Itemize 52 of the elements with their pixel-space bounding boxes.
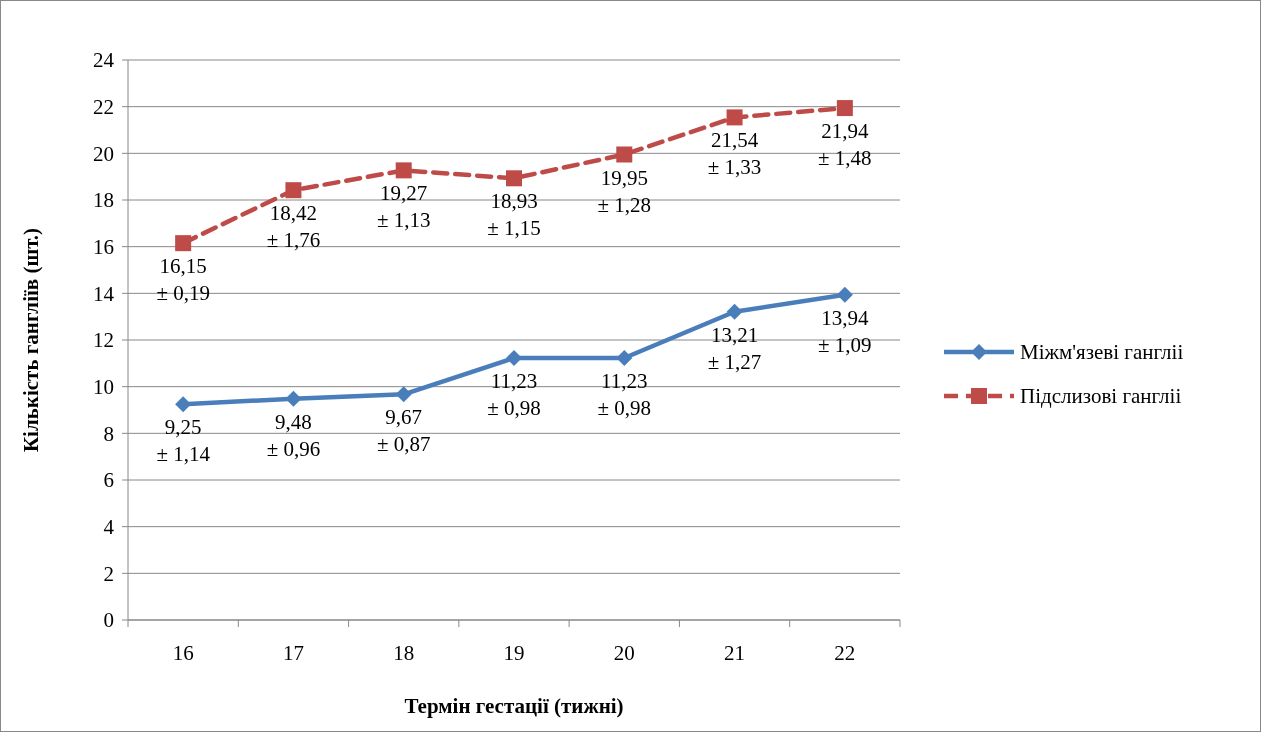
y-tick-label: 18 bbox=[93, 188, 114, 213]
data-label: 19,95 ± 1,28 bbox=[597, 165, 652, 217]
data-label: 21,54 ± 1,33 bbox=[707, 128, 762, 180]
x-tick-label: 17 bbox=[282, 641, 304, 665]
data-label: 13,21 ± 1,27 bbox=[707, 322, 762, 374]
data-label: 9,67 ± 0,87 bbox=[376, 405, 431, 457]
data-label: 16,15 ± 0,19 bbox=[156, 254, 210, 306]
point bbox=[616, 146, 633, 163]
point bbox=[175, 396, 192, 413]
data-label: 9,25 ± 1,14 bbox=[156, 415, 211, 467]
y-tick-label: 22 bbox=[93, 95, 114, 120]
data-label: 18,93 ± 1,15 bbox=[487, 189, 541, 241]
point bbox=[506, 170, 522, 187]
legend-label: Міжм'язеві гангліі bbox=[1020, 340, 1184, 365]
point bbox=[285, 390, 302, 407]
point bbox=[395, 162, 412, 179]
y-tick-label: 8 bbox=[103, 421, 114, 446]
y-tick-label: 12 bbox=[93, 328, 114, 353]
y-tick-label: 0 bbox=[103, 608, 114, 633]
y-tick-label: 6 bbox=[103, 468, 114, 493]
point bbox=[836, 286, 853, 303]
x-tick-label: 18 bbox=[393, 641, 415, 665]
point bbox=[616, 349, 633, 366]
data-label: 18,42 ± 1,76 bbox=[266, 201, 321, 253]
point bbox=[726, 303, 743, 320]
x-tick-label: 20 bbox=[613, 641, 635, 665]
y-tick-label: 10 bbox=[93, 375, 114, 400]
x-tick-label: 19 bbox=[503, 641, 525, 665]
x-axis-title: Термін гестації (тижні) bbox=[404, 694, 624, 718]
data-label: 21,94 ± 1,48 bbox=[818, 119, 872, 171]
point bbox=[506, 349, 522, 366]
y-tick-label: 14 bbox=[93, 281, 115, 306]
x-tick-label: 16 bbox=[172, 641, 194, 665]
point bbox=[836, 100, 853, 117]
x-tick-label: 22 bbox=[834, 641, 856, 665]
x-tick-label: 21 bbox=[724, 641, 746, 665]
y-tick-label: 24 bbox=[93, 48, 115, 73]
data-label: 11,23 ± 0,98 bbox=[487, 368, 541, 420]
y-tick-label: 16 bbox=[93, 235, 114, 260]
data-label: 11,23 ± 0,98 bbox=[597, 368, 652, 420]
point bbox=[175, 235, 192, 252]
y-axis-title: Кількість гангліїв (шт.) bbox=[19, 227, 43, 453]
point bbox=[726, 109, 743, 126]
point bbox=[395, 386, 412, 403]
data-label: 9,48 ± 0,96 bbox=[266, 409, 321, 461]
data-label: 19,27 ± 1,13 bbox=[376, 181, 431, 233]
data-label: 13,94 ± 1,09 bbox=[818, 305, 872, 357]
y-tick-label: 2 bbox=[103, 561, 114, 586]
y-tick-label: 20 bbox=[93, 141, 114, 166]
legend-label: Підслизові гангліі bbox=[1020, 384, 1182, 409]
y-tick-label: 4 bbox=[103, 515, 115, 540]
point bbox=[285, 182, 302, 199]
